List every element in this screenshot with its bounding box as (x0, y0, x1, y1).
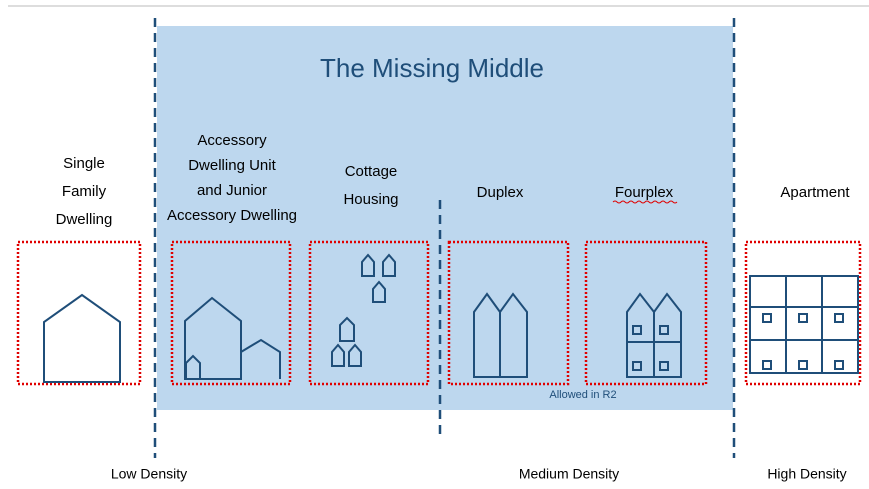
density-label: Medium Density (519, 466, 619, 482)
label-line: Accessory Dwelling (167, 207, 297, 224)
label-fourplex: Fourplex (615, 184, 674, 201)
label-line: and Junior (197, 182, 267, 199)
frame (584, 240, 708, 386)
label-line: Accessory (197, 132, 267, 149)
frame (744, 240, 862, 386)
label-single: Single Family Dwelling (56, 155, 113, 228)
label-line: Dwelling (56, 211, 113, 228)
label-line: Single (63, 155, 105, 172)
label-line: Housing (343, 191, 398, 208)
label-duplex: Duplex (477, 184, 524, 201)
adu-icon (184, 296, 281, 380)
label-apartment: Apartment (780, 184, 850, 201)
frame (170, 240, 292, 386)
density-label: High Density (767, 466, 846, 482)
frame (308, 240, 430, 386)
fourplex-icon (626, 292, 682, 378)
cottage-icon (331, 253, 396, 367)
label-line: Dwelling Unit (188, 157, 276, 174)
spell-underline (612, 200, 678, 204)
label-adu: Accessory Dwelling Unit and Junior Acces… (167, 132, 297, 224)
label-line: Cottage (345, 163, 398, 180)
missing-middle-band (157, 26, 733, 410)
label-line: Family (62, 183, 107, 200)
frame (447, 240, 570, 386)
note: Allowed in R2 (549, 389, 616, 401)
frame (16, 240, 142, 386)
title: The Missing Middle (320, 53, 544, 83)
density-label: Low Density (111, 466, 187, 482)
label-cottage: Cottage Housing (343, 163, 398, 208)
apartment-icon (749, 275, 859, 374)
house-icon (43, 293, 121, 383)
duplex-icon (473, 292, 528, 378)
